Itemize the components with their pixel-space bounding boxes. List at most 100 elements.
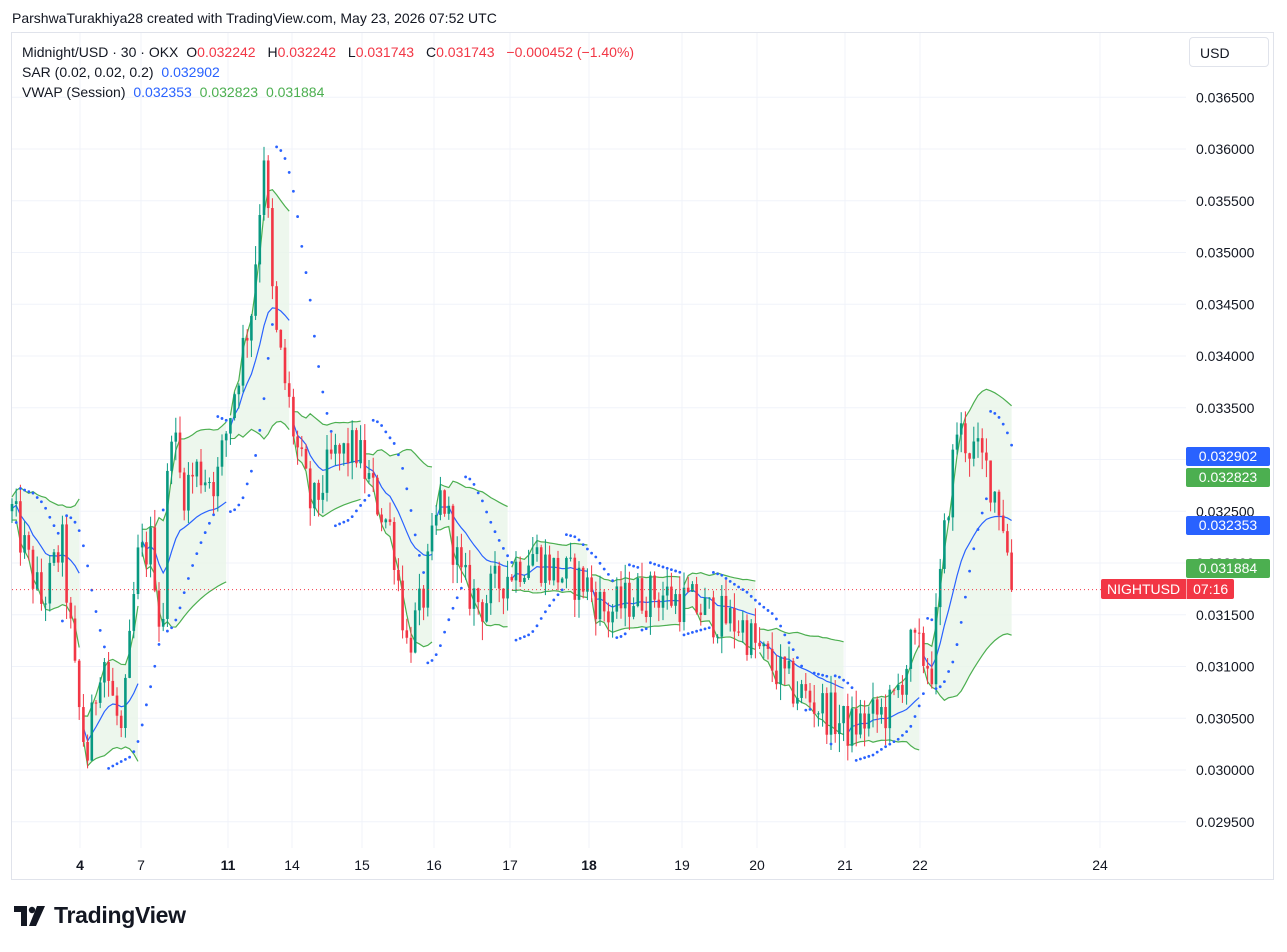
sar-dot xyxy=(607,572,610,576)
candle-body xyxy=(254,264,257,316)
sar-dot xyxy=(199,541,203,545)
tradingview-logo[interactable]: TradingView xyxy=(14,902,186,929)
candle-body xyxy=(720,595,724,637)
sar-dot xyxy=(48,515,52,519)
candle-body xyxy=(506,576,509,599)
candle-body xyxy=(443,490,446,514)
candle-body xyxy=(640,578,644,611)
candle-body xyxy=(195,461,199,477)
candle-body xyxy=(695,584,698,613)
candle-body xyxy=(619,586,623,609)
legend-sar-label[interactable]: SAR (0.02, 0.02, 0.2) xyxy=(22,64,154,80)
candle-body xyxy=(812,702,816,714)
y-tick-label: 0.034500 xyxy=(1196,296,1255,312)
sar-dot xyxy=(77,529,81,533)
legend-high-value: 0.032242 xyxy=(277,44,336,60)
sar-dot xyxy=(447,618,451,622)
candle-body xyxy=(241,337,245,386)
candle-body xyxy=(170,441,173,471)
candle-body xyxy=(560,578,564,583)
candle-body xyxy=(926,665,929,669)
sar-dot xyxy=(951,660,955,664)
sar-dot xyxy=(758,602,761,606)
sar-dot xyxy=(934,687,938,691)
sar-dot xyxy=(896,737,900,741)
candle-body xyxy=(489,573,493,604)
sar-dot xyxy=(325,412,329,415)
sar-dot xyxy=(31,491,35,495)
x-tick-label: 7 xyxy=(137,857,145,873)
candle-body xyxy=(300,447,304,449)
candle-body xyxy=(65,524,68,603)
sar-dot xyxy=(187,577,190,580)
candle-body xyxy=(535,547,539,555)
legend-open-label: O xyxy=(186,44,198,60)
candle-body xyxy=(296,436,299,448)
candle-body xyxy=(90,702,94,761)
candle-body xyxy=(791,660,795,704)
legend-vwap-label[interactable]: VWAP (Session) xyxy=(22,84,126,100)
legend-high-label: H xyxy=(267,44,278,60)
sar-dot xyxy=(203,531,207,534)
candle-body xyxy=(514,561,518,581)
sar-dot xyxy=(535,624,539,628)
sar-dot xyxy=(623,632,627,636)
candle-body xyxy=(325,449,329,493)
candle-body xyxy=(460,547,463,568)
sar-dot xyxy=(947,670,950,673)
candle-body xyxy=(590,577,593,593)
sar-dot xyxy=(968,569,971,573)
sar-dot xyxy=(178,606,182,610)
sar-dot xyxy=(1006,431,1009,435)
sar-dot xyxy=(510,561,514,564)
candle-body xyxy=(119,715,123,729)
legend-close-value: 0.031743 xyxy=(436,44,495,60)
y-tick-label: 0.036000 xyxy=(1196,141,1255,157)
sar-dot xyxy=(430,659,434,662)
candle-body xyxy=(61,524,64,563)
sar-dot xyxy=(817,672,820,676)
candle-body xyxy=(245,337,249,341)
chart-frame[interactable] xyxy=(11,32,1274,880)
sar-dot xyxy=(636,566,640,569)
currency-selector[interactable]: USD xyxy=(1189,37,1269,67)
candle-body xyxy=(128,630,131,678)
candle-body xyxy=(464,564,467,568)
candle-body xyxy=(308,468,312,509)
sar-dot xyxy=(161,508,165,512)
sar-dot xyxy=(220,417,224,420)
sar-dot xyxy=(674,569,677,573)
sar-dot xyxy=(350,515,354,519)
sar-dot xyxy=(304,271,308,274)
sar-dot xyxy=(40,500,43,504)
candle-body xyxy=(216,466,220,497)
legend-symbol[interactable]: Midnight/USD · 30 · OKX xyxy=(22,44,179,60)
candle-body xyxy=(107,662,110,681)
sar-dot xyxy=(985,497,988,501)
candle-body xyxy=(73,618,77,661)
candle-body xyxy=(392,521,396,570)
candle-body xyxy=(56,552,60,563)
candle-body xyxy=(922,632,925,666)
candle-body xyxy=(896,684,900,691)
candle-body xyxy=(657,599,661,608)
candle-body xyxy=(502,588,505,599)
sar-dot xyxy=(103,645,106,649)
candle-body xyxy=(951,449,955,518)
candle-body xyxy=(594,592,598,620)
candle-body xyxy=(124,677,127,729)
x-tick-label: 11 xyxy=(221,857,236,873)
sar-dot xyxy=(913,715,917,718)
candle-body xyxy=(212,482,215,497)
candle-body xyxy=(846,706,850,746)
sar-dot xyxy=(989,409,992,413)
sar-dot xyxy=(229,510,232,513)
candle-body xyxy=(145,542,148,565)
vwap-upper-band xyxy=(293,411,361,426)
sar-dot xyxy=(766,609,770,612)
candle-body xyxy=(917,632,921,634)
candle-body xyxy=(880,707,883,715)
sar-dot xyxy=(720,573,724,577)
sar-dot xyxy=(842,678,845,682)
